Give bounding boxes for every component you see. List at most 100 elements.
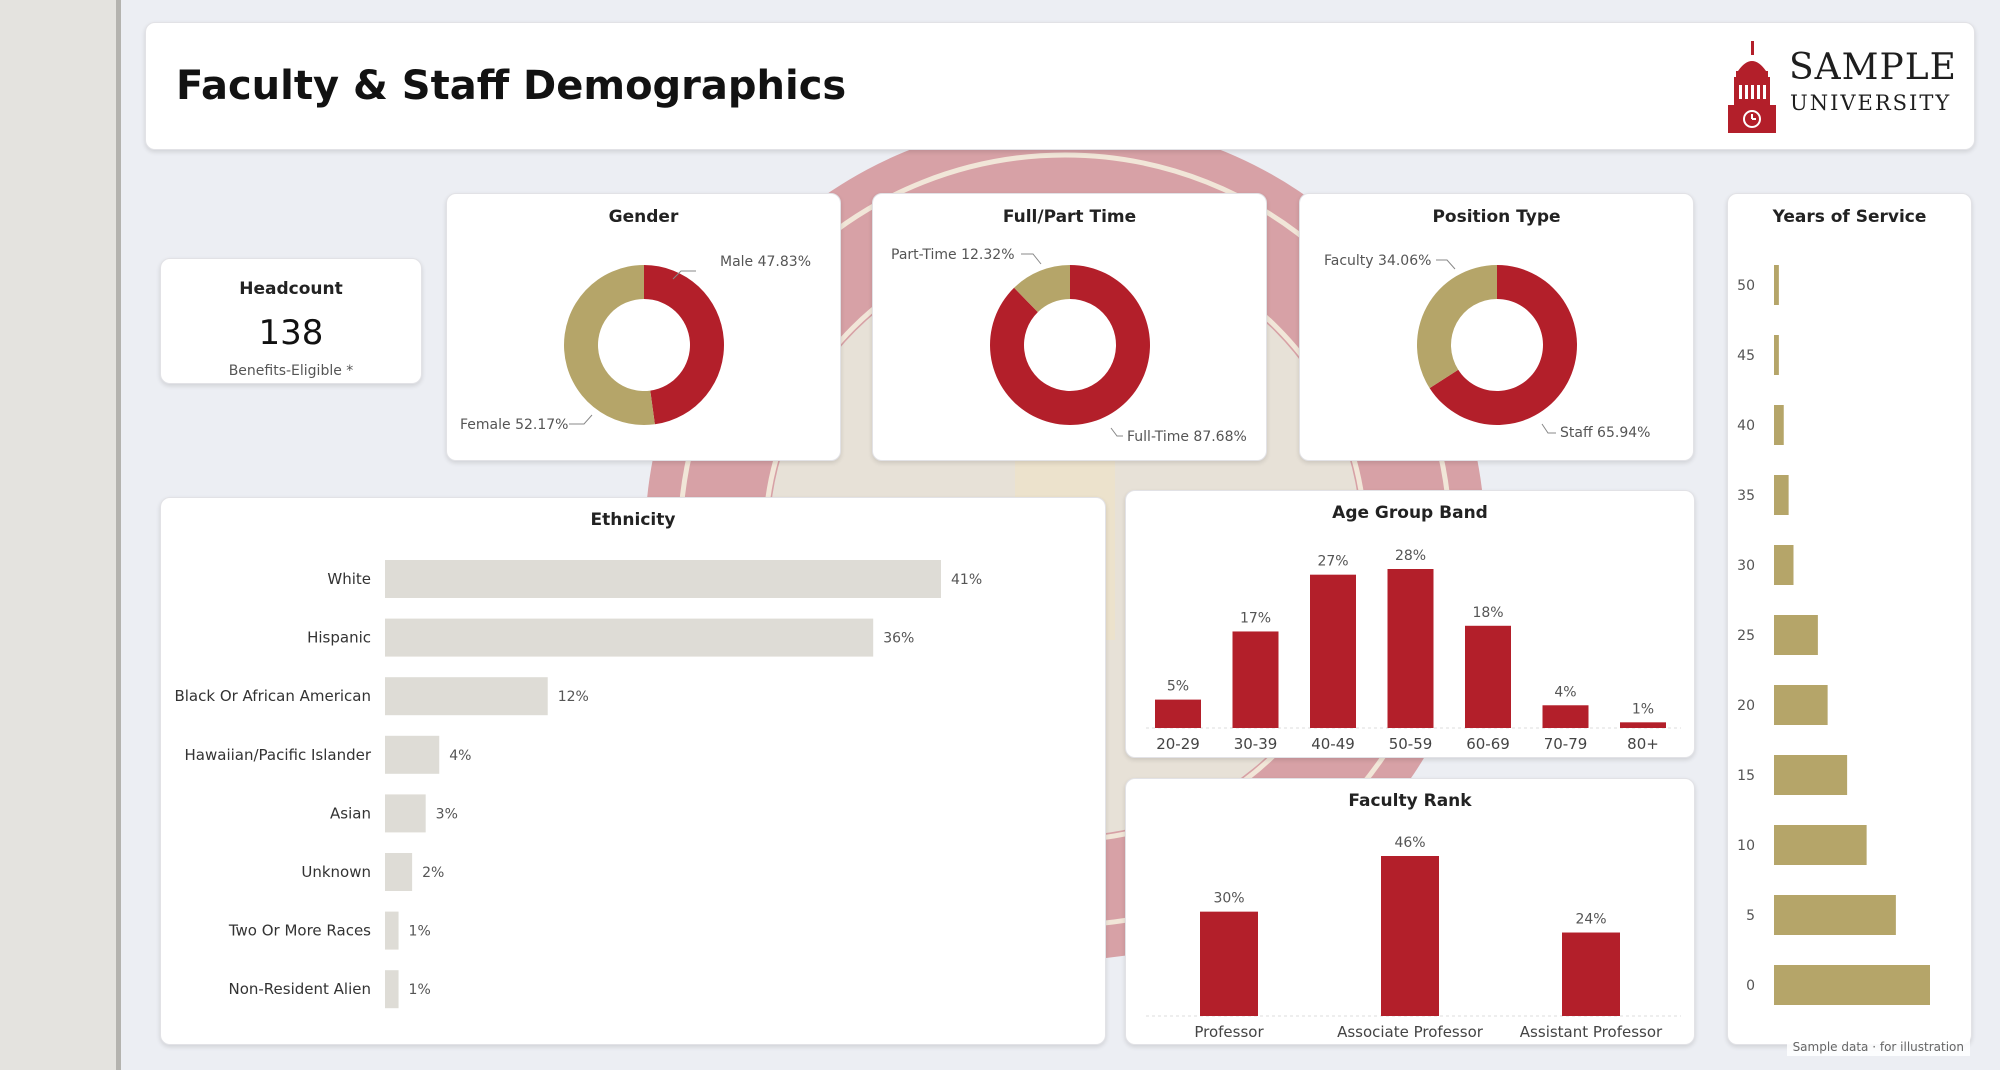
years-bar[interactable] xyxy=(1774,685,1828,725)
full-leader-line xyxy=(1110,427,1123,437)
years-category-label: 35 xyxy=(1737,488,1755,504)
age-value-label: 28% xyxy=(1395,548,1426,564)
ethnicity-bar[interactable] xyxy=(385,853,413,891)
age-value-label: 5% xyxy=(1167,679,1189,695)
age-category-label: 40-49 xyxy=(1311,735,1355,753)
headcount-card: Headcount 138 Benefits-Eligible * xyxy=(160,258,422,384)
years-bar[interactable] xyxy=(1774,335,1779,375)
fulltime-part-slice[interactable] xyxy=(1014,265,1070,313)
rank-bar[interactable] xyxy=(1200,911,1258,1016)
age-bar[interactable] xyxy=(1310,574,1356,728)
gender-female-slice[interactable] xyxy=(563,265,655,425)
years-category-label: 10 xyxy=(1737,838,1755,854)
rank-category-label: Professor xyxy=(1194,1023,1264,1041)
years-card: Years of Service 50 45 40 35 30 25 20 15 10 5 0 xyxy=(1727,193,1972,1045)
age-value-label: 17% xyxy=(1240,610,1271,626)
fulltime-full-slice[interactable] xyxy=(990,265,1150,425)
years-bar[interactable] xyxy=(1774,615,1818,655)
position-faculty-slice[interactable] xyxy=(1417,265,1497,389)
rank-bar[interactable] xyxy=(1562,932,1620,1016)
ethnicity-value-label: 36% xyxy=(883,631,914,647)
years-category-label: 5 xyxy=(1746,908,1755,924)
ethnicity-category-label: Hawaiian/Pacific Islander xyxy=(185,746,372,764)
header-card: Faculty & Staff Demographics SAMPLE UNIV… xyxy=(145,22,1975,150)
ethnicity-bar[interactable] xyxy=(385,618,874,657)
position-donut xyxy=(1417,265,1577,425)
gender-chart: Male 47.83% Female 52.17% xyxy=(460,254,811,433)
fulltime-part-label: Part-Time 12.32% xyxy=(891,247,1015,263)
rank-category-label: Assistant Professor xyxy=(1520,1023,1663,1041)
ethnicity-bar[interactable] xyxy=(385,911,399,950)
fulltime-chart: Part-Time 12.32% Full-Time 87.68% xyxy=(891,247,1247,445)
logo-line-2: UNIVERSITY xyxy=(1790,91,1952,115)
years-category-label: 30 xyxy=(1737,558,1755,574)
age-category-label: 30-39 xyxy=(1234,735,1278,753)
age-bar[interactable] xyxy=(1232,631,1279,728)
ethnicity-value-label: 1% xyxy=(409,982,431,998)
years-bar[interactable] xyxy=(1774,965,1930,1005)
ethnicity-category-label: White xyxy=(327,570,371,588)
ethnicity-value-label: 12% xyxy=(558,689,589,705)
age-bar[interactable] xyxy=(1620,722,1666,728)
ethnicity-category-label: Black Or African American xyxy=(174,687,371,705)
age-value-label: 27% xyxy=(1317,554,1348,570)
years-category-label: 50 xyxy=(1737,278,1755,294)
age-category-label: 80+ xyxy=(1627,735,1659,753)
ethnicity-bar[interactable] xyxy=(385,677,548,716)
fulltime-full-label: Full-Time 87.68% xyxy=(1127,429,1247,445)
ethnicity-chart: White 41% Hispanic 36% Black Or African Amer… xyxy=(174,560,982,1009)
age-bar[interactable] xyxy=(1387,569,1434,728)
years-bar[interactable] xyxy=(1774,405,1784,445)
age-value-label: 18% xyxy=(1472,605,1503,621)
gender-donut xyxy=(563,265,724,425)
years-bar[interactable] xyxy=(1774,895,1896,935)
rank-bar[interactable] xyxy=(1381,856,1439,1016)
age-bar[interactable] xyxy=(1542,705,1589,728)
age-title: Age Group Band xyxy=(1332,503,1488,523)
gender-card: Gender Male 47.83% Female 52.17% xyxy=(446,193,841,461)
university-tower-icon xyxy=(1728,41,1776,133)
ethnicity-bar[interactable] xyxy=(385,735,440,774)
ethnicity-category-label: Non-Resident Alien xyxy=(228,980,371,998)
position-title: Position Type xyxy=(1432,207,1561,227)
years-category-label: 0 xyxy=(1746,978,1755,994)
years-category-label: 20 xyxy=(1737,698,1755,714)
age-bar[interactable] xyxy=(1465,625,1511,728)
rank-title: Faculty Rank xyxy=(1348,791,1472,811)
fulltime-title: Full/Part Time xyxy=(1002,207,1137,227)
gender-male-slice[interactable] xyxy=(644,265,724,425)
ethnicity-bar[interactable] xyxy=(385,560,941,598)
years-category-label: 15 xyxy=(1737,768,1755,784)
gender-title: Gender xyxy=(608,207,679,227)
position-card: Position Type Faculty 34.06% Staff 65.94… xyxy=(1299,193,1694,461)
years-bar[interactable] xyxy=(1774,265,1779,305)
ethnicity-value-label: 2% xyxy=(422,865,444,881)
age-category-label: 70-79 xyxy=(1544,735,1588,753)
rank-category-label: Associate Professor xyxy=(1337,1023,1484,1041)
rank-value-label: 24% xyxy=(1575,912,1606,928)
age-card: Age Group Band 5% 20-29 17% 30-39 27% 40-49 28… xyxy=(1125,490,1695,758)
gender-female-label: Female 52.17% xyxy=(460,417,568,433)
ethnicity-bar[interactable] xyxy=(385,794,426,833)
gender-male-label: Male 47.83% xyxy=(720,254,811,270)
age-bar[interactable] xyxy=(1155,699,1201,728)
years-bar[interactable] xyxy=(1774,755,1848,795)
rank-value-label: 46% xyxy=(1394,835,1425,851)
ethnicity-value-label: 3% xyxy=(436,806,458,822)
ethnicity-category-label: Hispanic xyxy=(307,629,371,647)
rank-card: Faculty Rank 30% Professor 46% Associate Pr… xyxy=(1125,778,1695,1045)
years-bar[interactable] xyxy=(1774,825,1867,865)
headcount-note: Benefits-Eligible * xyxy=(228,363,354,379)
logo-line-1: SAMPLE xyxy=(1789,47,1957,88)
page-title: Faculty & Staff Demographics xyxy=(176,63,847,109)
part-leader-line xyxy=(1021,253,1042,265)
age-category-label: 60-69 xyxy=(1466,735,1510,753)
male-leader-line xyxy=(672,270,696,280)
ethnicity-bar[interactable] xyxy=(385,970,399,1009)
ethnicity-value-label: 4% xyxy=(449,748,471,764)
position-staff-slice[interactable] xyxy=(1429,265,1577,425)
years-category-label: 25 xyxy=(1737,628,1755,644)
years-bar[interactable] xyxy=(1774,545,1794,585)
years-bar[interactable] xyxy=(1774,475,1789,515)
